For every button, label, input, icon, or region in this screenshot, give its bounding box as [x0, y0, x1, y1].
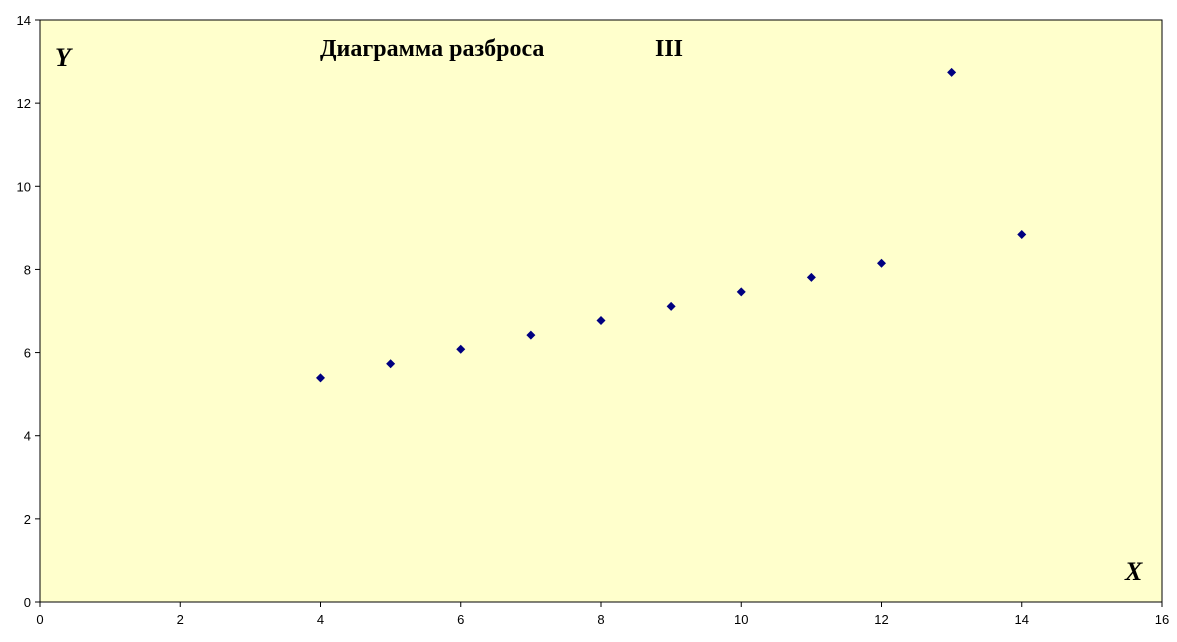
y-tick-label: 14 — [17, 13, 31, 28]
y-tick-label: 4 — [24, 429, 31, 444]
data-point — [526, 330, 536, 340]
x-axis-label: X — [1124, 557, 1143, 586]
data-point — [386, 359, 396, 369]
y-axis-label: Y — [55, 43, 73, 72]
y-tick-label: 12 — [17, 96, 31, 111]
x-tick-label: 6 — [457, 612, 464, 627]
data-point — [596, 316, 606, 326]
chart-title: Диаграмма разброса — [320, 36, 544, 62]
y-tick-label: 8 — [24, 262, 31, 277]
y-tick-label: 10 — [17, 179, 31, 194]
y-tick-label: 0 — [24, 595, 31, 610]
y-tick-label: 2 — [24, 512, 31, 527]
data-point — [806, 272, 816, 282]
x-tick-label: 14 — [1015, 612, 1029, 627]
data-point — [316, 373, 325, 383]
y-tick-label: 6 — [24, 346, 31, 361]
data-point — [456, 344, 466, 354]
data-points — [316, 67, 1027, 383]
x-tick-label: 4 — [317, 612, 324, 627]
plot-area — [39, 19, 1163, 603]
x-tick-label: 12 — [874, 612, 888, 627]
x-tick-label: 2 — [177, 612, 184, 627]
data-point — [947, 67, 957, 77]
chart-title-suffix: III — [655, 36, 683, 62]
x-tick-label: 16 — [1155, 612, 1169, 627]
data-point — [877, 258, 886, 268]
axis-ticks: 0 2 4 6 8 10 12 14 16 0 2 4 6 8 10 12 14 — [17, 13, 1170, 627]
x-tick-label: 8 — [597, 612, 604, 627]
data-point — [666, 301, 676, 311]
data-point — [736, 287, 746, 297]
x-tick-label: 10 — [734, 612, 748, 627]
data-point — [1017, 230, 1027, 240]
x-tick-label: 0 — [36, 612, 43, 627]
